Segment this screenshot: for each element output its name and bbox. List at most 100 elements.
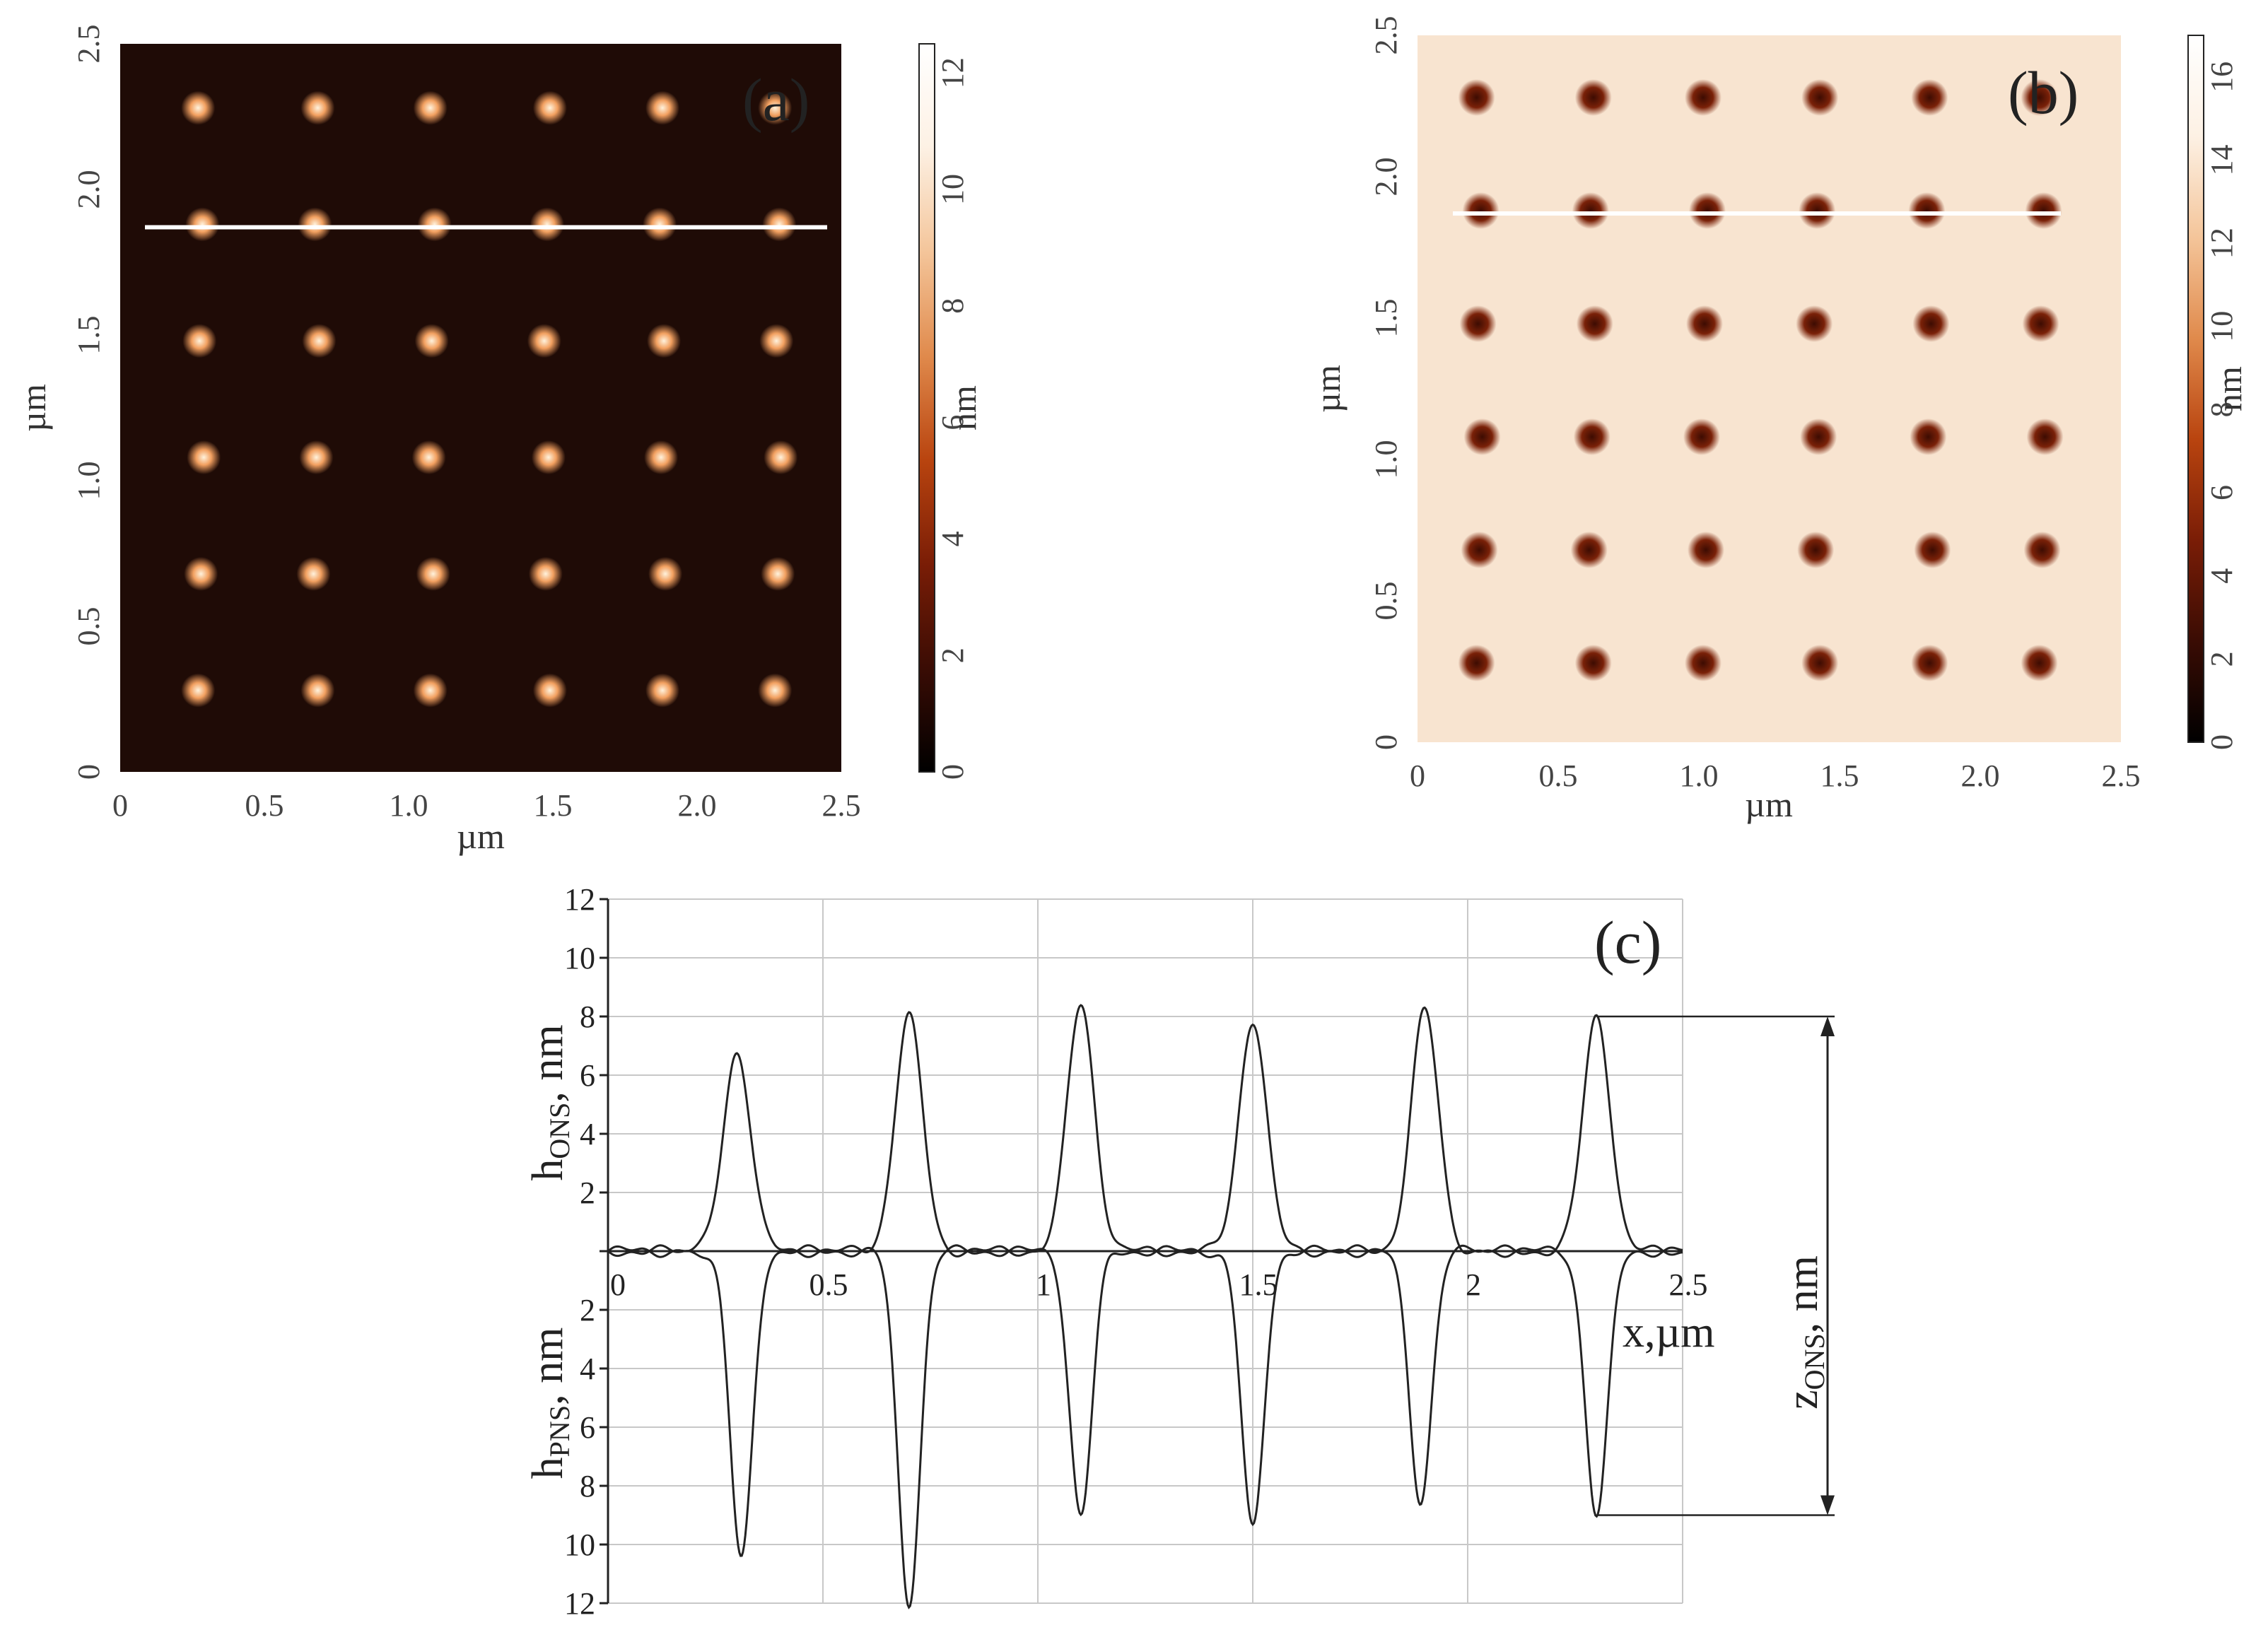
panel-a: (a) 0 0.5 1.0 1.5 2.0 2.5 µm 0 0.5 1.0 1.5 2.0 2.5… (13, 25, 983, 857)
afm-dot (2025, 192, 2062, 229)
afm-dot (413, 673, 448, 708)
y-axis-ticks-upper-c: 2 4 6 8 10 12 (564, 882, 608, 1210)
afm-dot (764, 440, 798, 475)
y-axis-ticks-b: 0 0.5 1.0 1.5 2.0 2.5 (1369, 16, 1403, 751)
afm-dot (761, 556, 795, 591)
afm-dot (759, 324, 794, 358)
colorbar-tick-label: 12 (935, 57, 970, 88)
x-tick-label: 1.5 (1239, 1267, 1278, 1302)
afm-dot (1687, 532, 1724, 568)
afm-dot (2026, 418, 2064, 455)
y-tick-label: 4 (580, 1352, 595, 1386)
afm-dot (1570, 532, 1608, 568)
afm-dot (1797, 532, 1835, 568)
y-tick-label: 8 (580, 1000, 595, 1034)
colorbar-tick-label: 4 (2204, 568, 2239, 584)
afm-dot (296, 556, 331, 591)
afm-dot (414, 324, 449, 358)
dimension-marker-zons (1596, 1015, 1835, 1516)
panel-label-a: (a) (742, 66, 809, 134)
afm-image-b (1418, 35, 2121, 742)
afm-dot (1461, 532, 1498, 568)
afm-dot (532, 90, 567, 125)
y-tick-label: 1.0 (71, 462, 106, 500)
colorbar-tick-label: 16 (2204, 61, 2239, 93)
afm-dots-a (181, 90, 798, 708)
colorbar-tick-label: 0 (935, 764, 970, 780)
y-tick-label: 2.0 (71, 170, 106, 209)
x-tick-label: 0.5 (245, 788, 284, 823)
x-tick-label: 1.5 (1820, 758, 1859, 793)
x-axis-ticks-c: 0 0.5 1 1.5 2 2.5 (610, 1267, 1708, 1302)
y-tick-label: 2.5 (71, 25, 106, 64)
y-tick-label: 1.5 (71, 316, 106, 355)
x-axis-label-b: µm (1745, 785, 1793, 824)
afm-dot (298, 207, 332, 242)
y-tick-label: 2 (580, 1293, 595, 1327)
series-line-ons (607, 1004, 1683, 1258)
y-tick-label: 12 (564, 882, 595, 917)
panel-label-b: (b) (2008, 59, 2079, 127)
afm-dot (1801, 645, 1839, 681)
afm-dot (1914, 532, 1951, 568)
afm-dot (1574, 645, 1612, 681)
afm-dot (300, 673, 335, 708)
y-tick-label: 10 (564, 941, 595, 975)
x-tick-label: 2.5 (822, 788, 861, 823)
x-tick-label: 0 (1410, 758, 1425, 793)
afm-dot (300, 90, 335, 125)
afm-dot (1459, 305, 1497, 342)
colorbar-tick-label: 0 (2204, 734, 2239, 750)
x-axis-label-a: µm (457, 816, 505, 856)
afm-dot (531, 440, 566, 475)
afm-dot (645, 90, 680, 125)
y-axis-label-a: µm (13, 384, 53, 432)
afm-dot (527, 324, 561, 358)
afm-dot (758, 90, 793, 125)
dimension-arrowhead-top (1820, 1016, 1835, 1036)
afm-dot (413, 90, 448, 125)
y-tick-label: 0 (71, 764, 106, 780)
y-tick-label: 0 (1369, 734, 1403, 750)
afm-dot (1688, 192, 1726, 229)
afm-dot (182, 324, 217, 358)
afm-dot (2022, 305, 2059, 342)
afm-dot (643, 207, 677, 242)
x-tick-label: 1.0 (1680, 758, 1719, 793)
colorbar-tick-label: 4 (935, 531, 970, 546)
afm-dot (411, 440, 446, 475)
afm-dot (1796, 305, 1833, 342)
afm-dot (2023, 532, 2061, 568)
colorbar-tick-label: 6 (2204, 485, 2239, 500)
colorbar-tick-label: 14 (2204, 144, 2239, 175)
afm-dots-b (1458, 79, 2064, 681)
series-line-pns (607, 1244, 1683, 1610)
afm-dot (1573, 418, 1611, 455)
afm-dot (302, 324, 337, 358)
afm-dot (1463, 418, 1501, 455)
x-axis-label-c: x,µm (1623, 1308, 1714, 1356)
colorbar-tick-label: 8 (935, 298, 970, 314)
afm-dot (1908, 192, 1946, 229)
y-tick-label: 2 (580, 1176, 595, 1210)
afm-dot (1801, 79, 1839, 116)
y-tick-label: 6 (580, 1058, 595, 1093)
dimension-arrowhead-bottom (1820, 1495, 1835, 1516)
afm-dot (762, 207, 797, 242)
y-tick-label: 1.0 (1369, 440, 1403, 479)
y-tick-label: 10 (564, 1528, 595, 1562)
afm-dot (758, 673, 793, 708)
afm-dot (1683, 418, 1720, 455)
y-tick-label: 0.5 (1369, 582, 1403, 621)
colorbar-a (918, 43, 935, 773)
afm-dot (530, 207, 564, 242)
afm-dot (1576, 305, 1613, 342)
y-axis-label-b: µm (1308, 365, 1348, 413)
afm-dot (1458, 645, 1495, 681)
afm-dot (299, 440, 334, 475)
afm-dot (1572, 192, 1609, 229)
y-tick-label: 1.5 (1369, 299, 1403, 338)
x-tick-label: 2.0 (1961, 758, 2000, 793)
x-tick-label: 2 (1466, 1267, 1481, 1302)
afm-dot (528, 556, 563, 591)
